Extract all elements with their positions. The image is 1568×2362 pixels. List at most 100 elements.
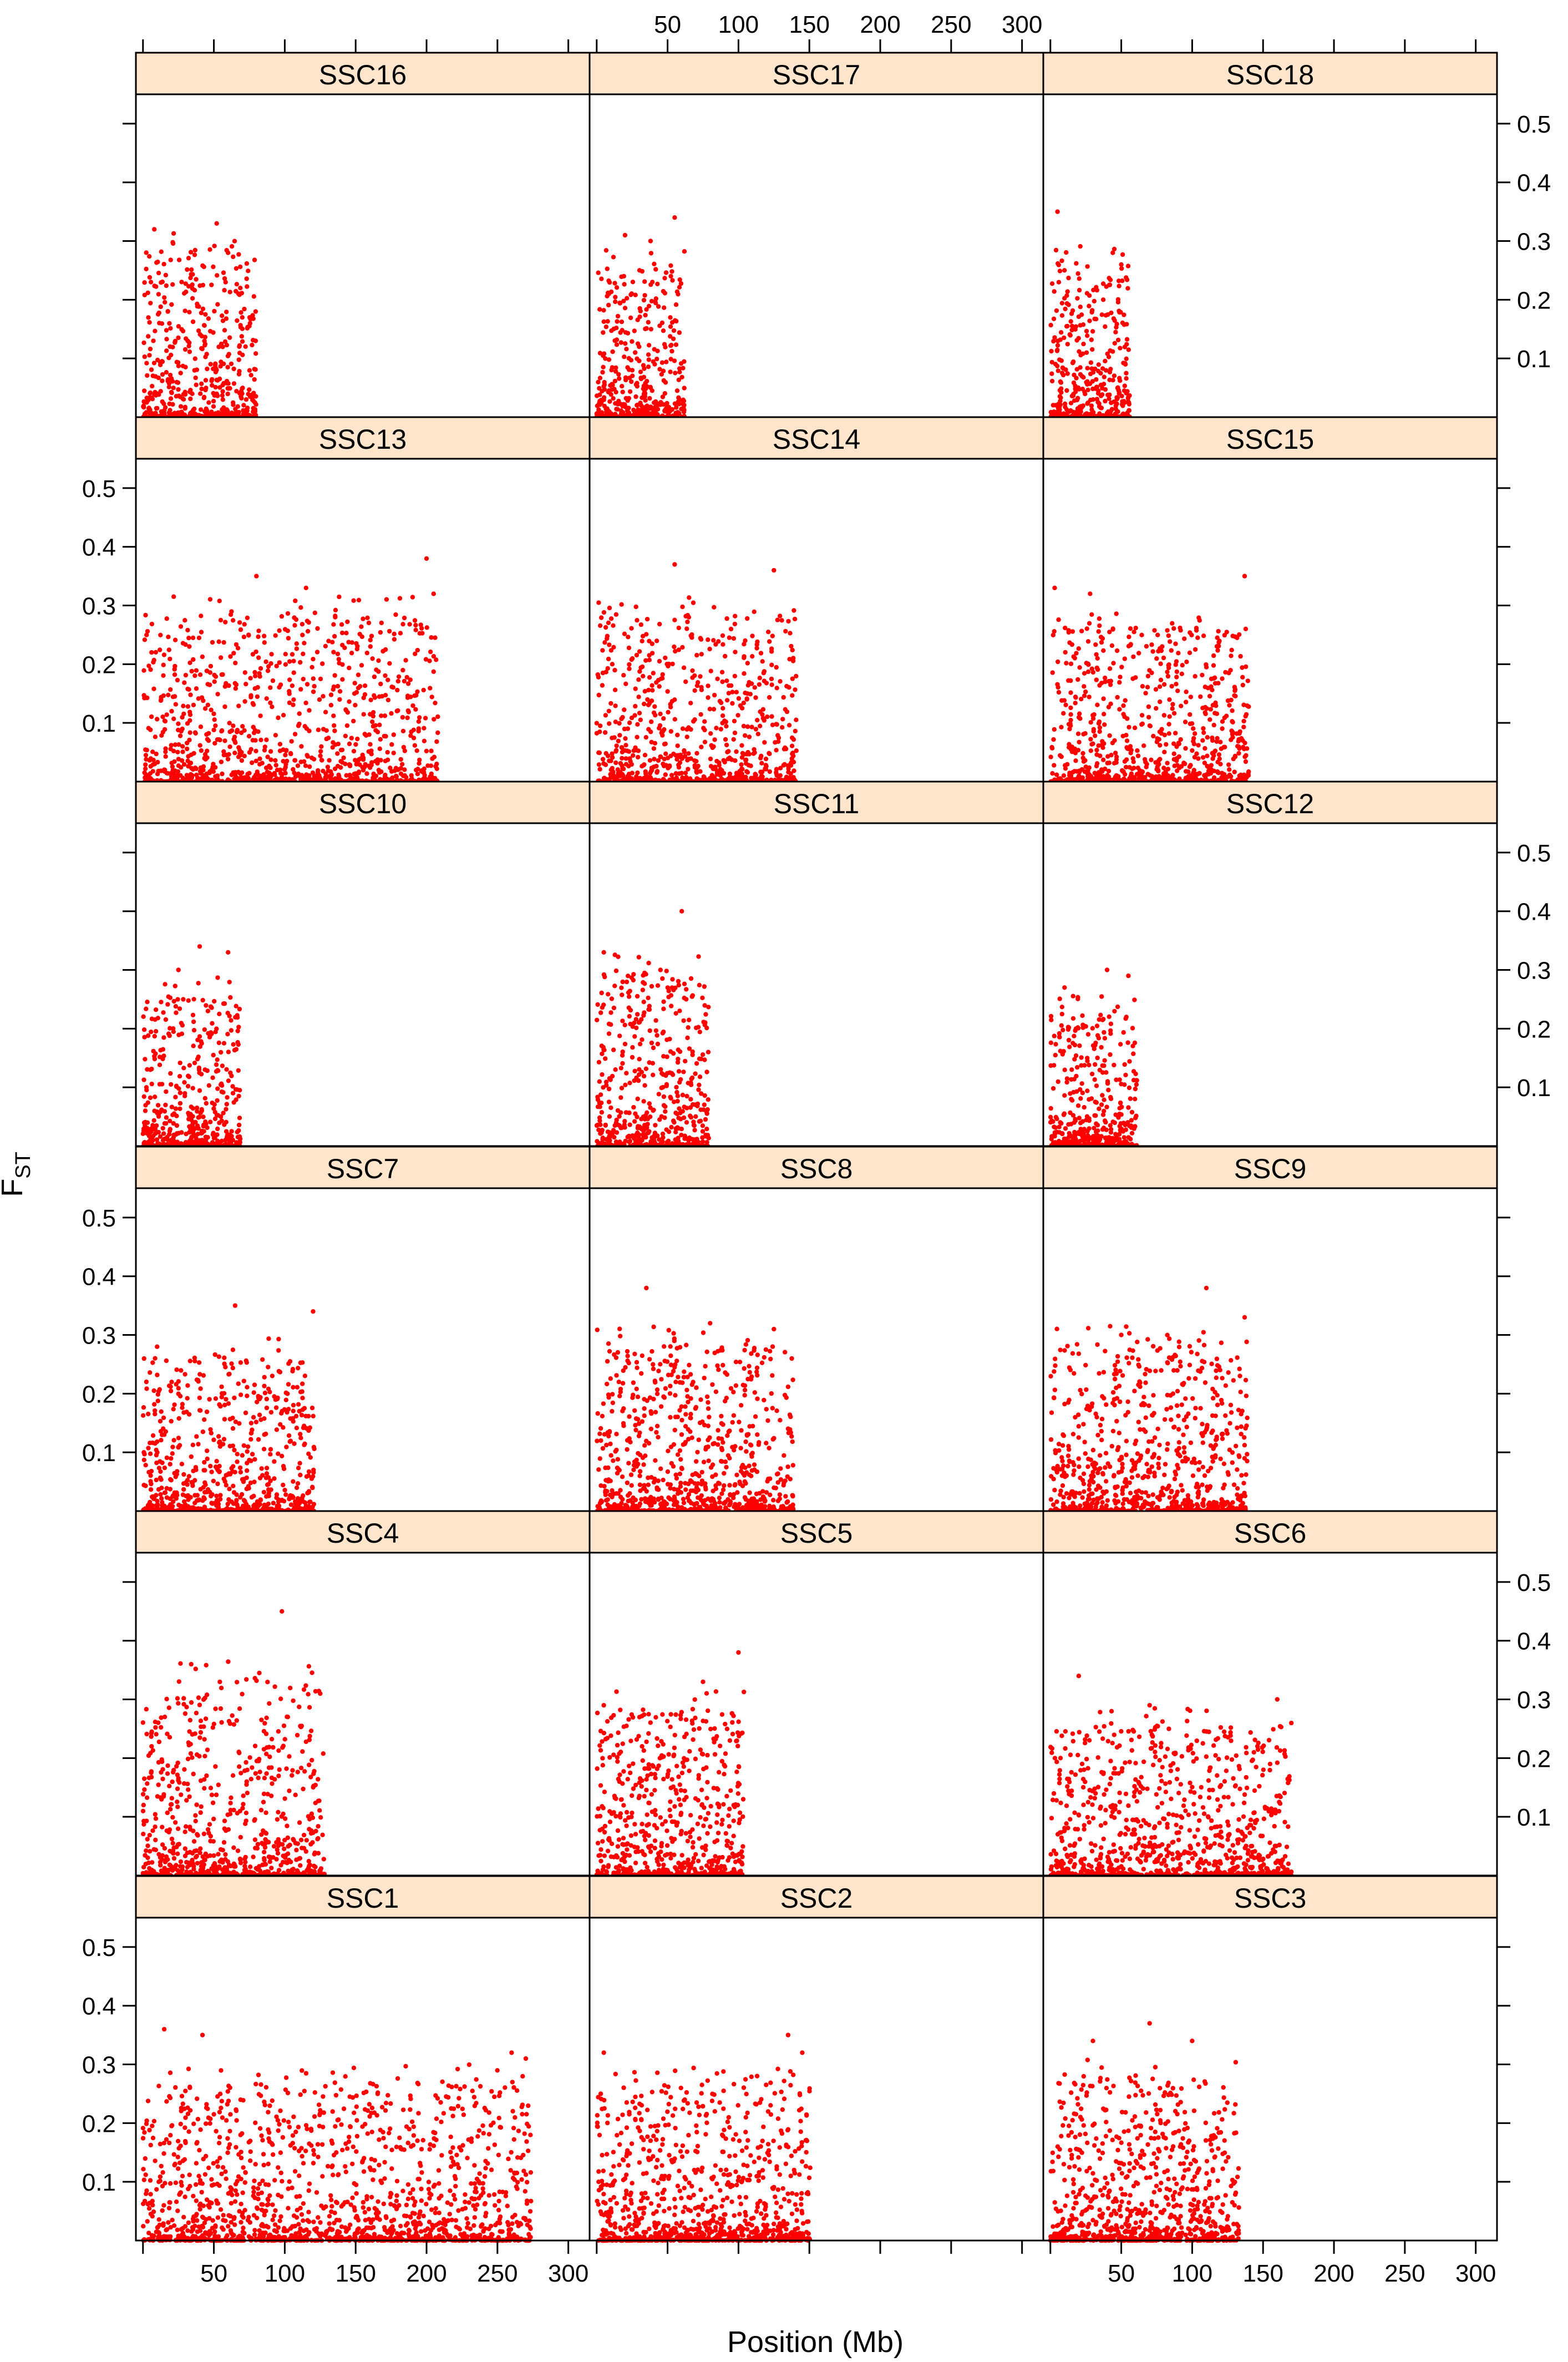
data-point — [1188, 763, 1193, 768]
data-point — [246, 268, 251, 273]
data-point — [228, 995, 233, 1000]
data-point — [429, 748, 434, 753]
data-point — [1057, 357, 1062, 362]
data-point — [274, 663, 279, 668]
data-point — [1196, 615, 1201, 620]
data-point — [606, 357, 612, 362]
data-point — [607, 642, 612, 647]
data-point — [333, 607, 338, 613]
data-point — [332, 766, 338, 772]
data-point — [211, 711, 216, 717]
data-point — [170, 344, 175, 349]
data-point — [1062, 268, 1067, 273]
data-point — [382, 733, 387, 739]
data-point — [233, 407, 238, 412]
data-point — [231, 366, 236, 372]
data-point — [143, 753, 149, 758]
data-point — [1191, 726, 1196, 731]
data-point — [239, 730, 244, 736]
data-point — [698, 637, 704, 642]
data-point — [1201, 726, 1206, 731]
data-point — [1184, 690, 1189, 695]
data-point — [263, 659, 268, 665]
data-point — [211, 366, 216, 372]
data-point — [646, 320, 651, 325]
data-point — [267, 771, 272, 775]
data-point — [752, 609, 757, 615]
data-point — [215, 393, 220, 398]
data-point — [211, 404, 216, 409]
data-point — [1162, 732, 1167, 738]
data-point — [239, 775, 244, 780]
data-point — [210, 383, 215, 388]
data-point — [1186, 774, 1191, 779]
data-point — [774, 665, 779, 670]
data-point — [1124, 275, 1129, 280]
data-point — [160, 1047, 166, 1052]
data-point — [1123, 698, 1128, 703]
data-point — [1107, 733, 1112, 738]
data-point — [383, 693, 388, 698]
data-point — [1085, 264, 1090, 269]
data-point — [722, 759, 727, 765]
data-point — [1245, 678, 1250, 683]
data-point — [609, 387, 615, 392]
data-point — [1200, 706, 1205, 711]
data-point — [240, 386, 245, 391]
data-point — [243, 682, 248, 687]
data-point — [166, 692, 171, 698]
data-point — [688, 727, 693, 732]
data-point — [221, 1041, 227, 1046]
data-point — [769, 662, 774, 667]
data-point — [625, 408, 630, 413]
data-point — [638, 376, 644, 382]
data-point — [149, 650, 154, 655]
data-point — [661, 328, 666, 333]
data-point — [778, 614, 783, 619]
data-point — [220, 1063, 225, 1068]
data-point — [1230, 719, 1235, 724]
data-point — [408, 695, 413, 700]
data-point — [1068, 401, 1074, 406]
data-point — [717, 763, 722, 768]
data-point — [651, 671, 656, 676]
data-point — [221, 640, 226, 645]
data-point — [1180, 663, 1185, 668]
data-point — [642, 689, 648, 694]
data-point — [1135, 766, 1140, 771]
data-point — [1117, 310, 1122, 315]
data-point — [199, 1072, 204, 1077]
data-point — [658, 711, 663, 717]
data-point — [1074, 367, 1079, 372]
data-point — [169, 743, 174, 748]
data-point — [141, 1077, 146, 1082]
data-point — [1103, 398, 1108, 404]
data-point — [1196, 743, 1201, 748]
panel-frame — [135, 93, 591, 418]
data-point — [642, 753, 648, 758]
data-point — [629, 762, 635, 767]
data-point — [151, 686, 156, 692]
data-point — [145, 1067, 150, 1072]
data-point — [643, 381, 648, 386]
data-point — [172, 340, 177, 345]
data-point — [201, 768, 206, 773]
data-point — [635, 341, 641, 346]
data-point — [1124, 356, 1129, 361]
data-point — [1109, 310, 1114, 316]
data-point — [1079, 697, 1084, 702]
data-point — [257, 674, 262, 679]
data-point — [623, 681, 628, 687]
data-point — [215, 1098, 220, 1103]
data-point — [1050, 771, 1055, 776]
data-point — [1083, 689, 1088, 695]
data-point — [253, 367, 258, 372]
data-point — [332, 673, 337, 678]
data-point — [702, 739, 708, 744]
data-point — [407, 622, 412, 627]
data-point — [435, 714, 440, 719]
data-point — [612, 667, 617, 673]
data-point — [156, 310, 161, 316]
data-point — [328, 703, 334, 708]
data-point — [617, 300, 622, 306]
